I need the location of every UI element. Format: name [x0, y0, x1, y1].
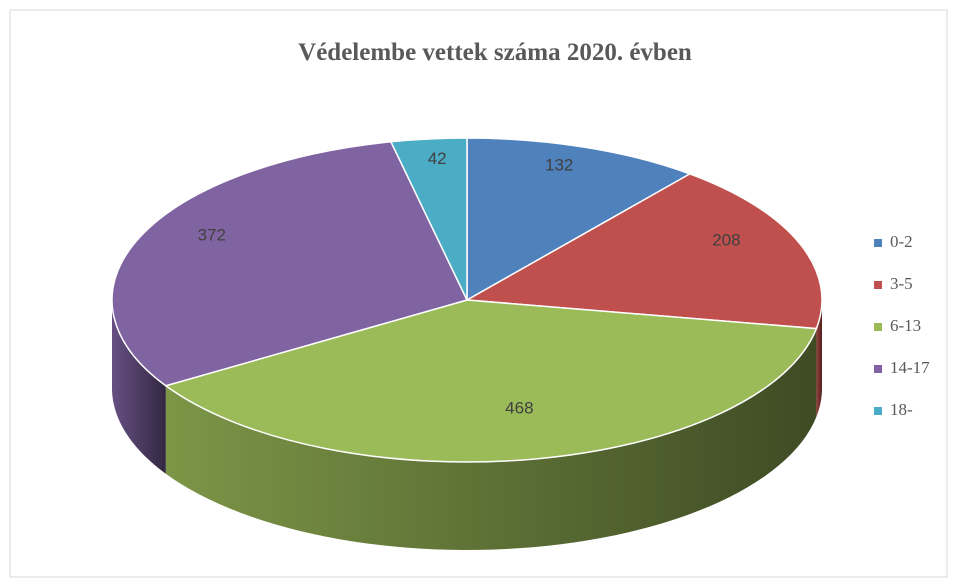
data-label: 372	[198, 225, 226, 244]
legend-swatch	[874, 281, 882, 289]
legend-label: 3-5	[890, 274, 913, 293]
data-label: 208	[712, 230, 740, 249]
legend-label: 18-	[890, 400, 913, 419]
legend-swatch	[874, 407, 882, 415]
slice	[389, 137, 468, 301]
slice	[464, 173, 823, 330]
slice-side	[112, 300, 166, 474]
data-label: 132	[545, 155, 573, 174]
data-label: 42	[428, 149, 447, 168]
legend-label: 6-13	[890, 316, 921, 335]
chart-title: Védelembe vettek száma 2020. évben	[298, 39, 692, 66]
legend-label: 0-2	[890, 232, 913, 251]
legend-swatch	[874, 323, 882, 331]
slice-side	[816, 300, 822, 417]
slice-side	[165, 328, 817, 550]
slice	[164, 299, 818, 463]
slice	[111, 140, 469, 387]
legend-label: 14-17	[890, 358, 930, 377]
data-label: 468	[505, 399, 533, 418]
slice	[466, 137, 692, 302]
legend-swatch	[874, 365, 882, 373]
legend-swatch	[874, 239, 882, 247]
